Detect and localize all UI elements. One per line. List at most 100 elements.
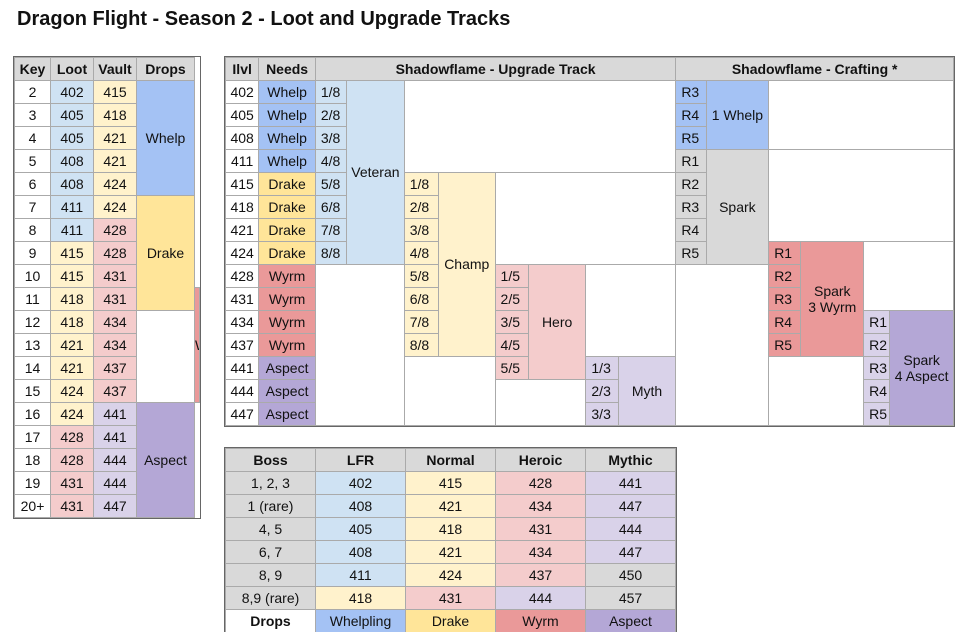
table-row: 402 Whelp 1/8 Veteran R3 1 Whelp	[224, 80, 954, 265]
table-row: 424 Drake 8/8 4/8 R5 R1 Spark 3 Wyrm	[224, 241, 954, 357]
loot-cell: 405	[50, 103, 94, 127]
needs-cell: Drake	[258, 241, 316, 265]
table-row: 4, 5 405 418 431 444	[225, 517, 676, 541]
myth-step: 1/3	[585, 356, 619, 380]
table-row: 17 428 441	[14, 425, 200, 449]
key-cell: 7	[14, 195, 51, 219]
empty-cell	[403, 80, 677, 173]
needs-cell: Wyrm	[258, 287, 316, 311]
veteran-step: 1/8	[314, 80, 348, 104]
vault-cell: 434	[93, 310, 137, 334]
spark-aspect-rank: R1	[863, 310, 891, 334]
empty-cell	[768, 80, 954, 150]
vault-cell: 424	[93, 195, 137, 219]
hero-step: 4/5	[494, 333, 529, 357]
track-veteran: Veteran	[346, 80, 405, 265]
spark-wyrm-rank: R5	[768, 333, 802, 357]
champ-step: 5/8	[403, 264, 440, 288]
header-boss: Boss	[225, 448, 316, 472]
vault-cell: 437	[93, 379, 137, 403]
champ-step: 6/8	[403, 287, 440, 311]
loot-cell: 418	[50, 310, 94, 334]
vault-cell: 434	[93, 333, 137, 357]
boss-drops-row: Drops Whelpling Drake Wyrm Aspect	[225, 609, 676, 632]
ilvl-cell: 418	[224, 195, 260, 219]
table-row: 6 408 424	[14, 172, 200, 196]
lfr-cell: 405	[315, 517, 406, 541]
key-cell: 6	[14, 172, 51, 196]
whelp-rank: R3	[675, 80, 707, 104]
needs-cell: Whelp	[258, 126, 316, 150]
table-row: 3 405 418	[14, 103, 200, 127]
spark-wyrm-rank: R2	[768, 264, 802, 288]
mythic-cell: 457	[585, 586, 676, 610]
craft-spark-aspect-line2: 4 Aspect	[894, 368, 949, 384]
veteran-step: 2/8	[314, 103, 348, 127]
track-hero: Hero	[527, 264, 587, 380]
normal-cell: 424	[405, 563, 496, 587]
key-cell: 19	[14, 471, 51, 495]
header-needs: Needs	[258, 57, 316, 81]
spark-aspect-rank: R4	[863, 379, 891, 403]
upgrade-table-header: Ilvl Needs Shadowflame - Upgrade Track S…	[224, 57, 954, 81]
needs-cell: Drake	[258, 195, 316, 219]
normal-cell: 421	[405, 540, 496, 564]
loot-cell: 431	[50, 494, 94, 518]
vault-cell: 437	[93, 356, 137, 380]
table-row: 12 418 434	[14, 310, 200, 334]
boss-cell: 6, 7	[225, 540, 316, 564]
empty-cell	[768, 149, 954, 242]
empty-cell	[403, 356, 496, 426]
header-heroic: Heroic	[495, 448, 586, 472]
boss-cell: 8,9 (rare)	[225, 586, 316, 610]
page-title: Dragon Flight - Season 2 - Loot and Upgr…	[17, 8, 511, 30]
loot-cell: 418	[50, 287, 94, 311]
key-cell: 11	[14, 287, 51, 311]
lfr-cell: 402	[315, 471, 406, 495]
table-row: 411 Whelp 4/8 R1 Spark	[224, 149, 954, 265]
mythic-cell: 447	[585, 494, 676, 518]
veteran-step: 8/8	[314, 241, 348, 265]
drops-whelp: Whelp	[136, 80, 195, 196]
hero-step: 2/5	[494, 287, 529, 311]
craft-1-whelp: 1 Whelp	[705, 80, 770, 150]
table-row: 15 424 437	[14, 379, 200, 403]
needs-cell: Drake	[258, 172, 316, 196]
loot-cell: 421	[50, 356, 94, 380]
boss-cell: 1, 2, 3	[225, 471, 316, 495]
table-row: 428 Wyrm 5/8 1/5 Hero R2	[224, 264, 954, 426]
spark-aspect-rank: R3	[863, 356, 891, 380]
key-cell: 14	[14, 356, 51, 380]
lfr-cell: 408	[315, 494, 406, 518]
needs-cell: Aspect	[258, 379, 316, 403]
key-cell: 5	[14, 149, 51, 173]
vault-cell: 431	[93, 264, 137, 288]
header-key: Key	[14, 57, 51, 81]
whelp-rank: R5	[675, 126, 707, 150]
champ-step: 7/8	[403, 310, 440, 334]
track-myth: Myth	[617, 356, 677, 426]
key-cell: 2	[14, 80, 51, 104]
lfr-cell: 418	[315, 586, 406, 610]
loot-cell: 424	[50, 379, 94, 403]
loot-cell: 428	[50, 425, 94, 449]
table-row: 441 Aspect 5/5 1/3 Myth R3	[224, 356, 954, 426]
empty-cell	[675, 264, 770, 426]
drops-drake: Drake	[136, 195, 195, 311]
empty-cell	[494, 172, 677, 265]
vault-cell: 428	[93, 241, 137, 265]
boss-cell: 1 (rare)	[225, 494, 316, 518]
spark-wyrm-rank: R4	[768, 310, 802, 334]
header-mythic: Mythic	[585, 448, 676, 472]
normal-cell: 431	[405, 586, 496, 610]
empty-cell	[768, 356, 865, 426]
table-row: 8,9 (rare) 418 431 444 457	[225, 586, 676, 610]
spark-aspect-rank: R2	[863, 333, 891, 357]
normal-cell: 418	[405, 517, 496, 541]
champ-step: 2/8	[403, 195, 440, 219]
hero-step: 5/5	[494, 356, 529, 380]
normal-cell: 421	[405, 494, 496, 518]
loot-cell: 428	[50, 448, 94, 472]
ilvl-cell: 415	[224, 172, 260, 196]
loot-cell: 411	[50, 218, 94, 242]
